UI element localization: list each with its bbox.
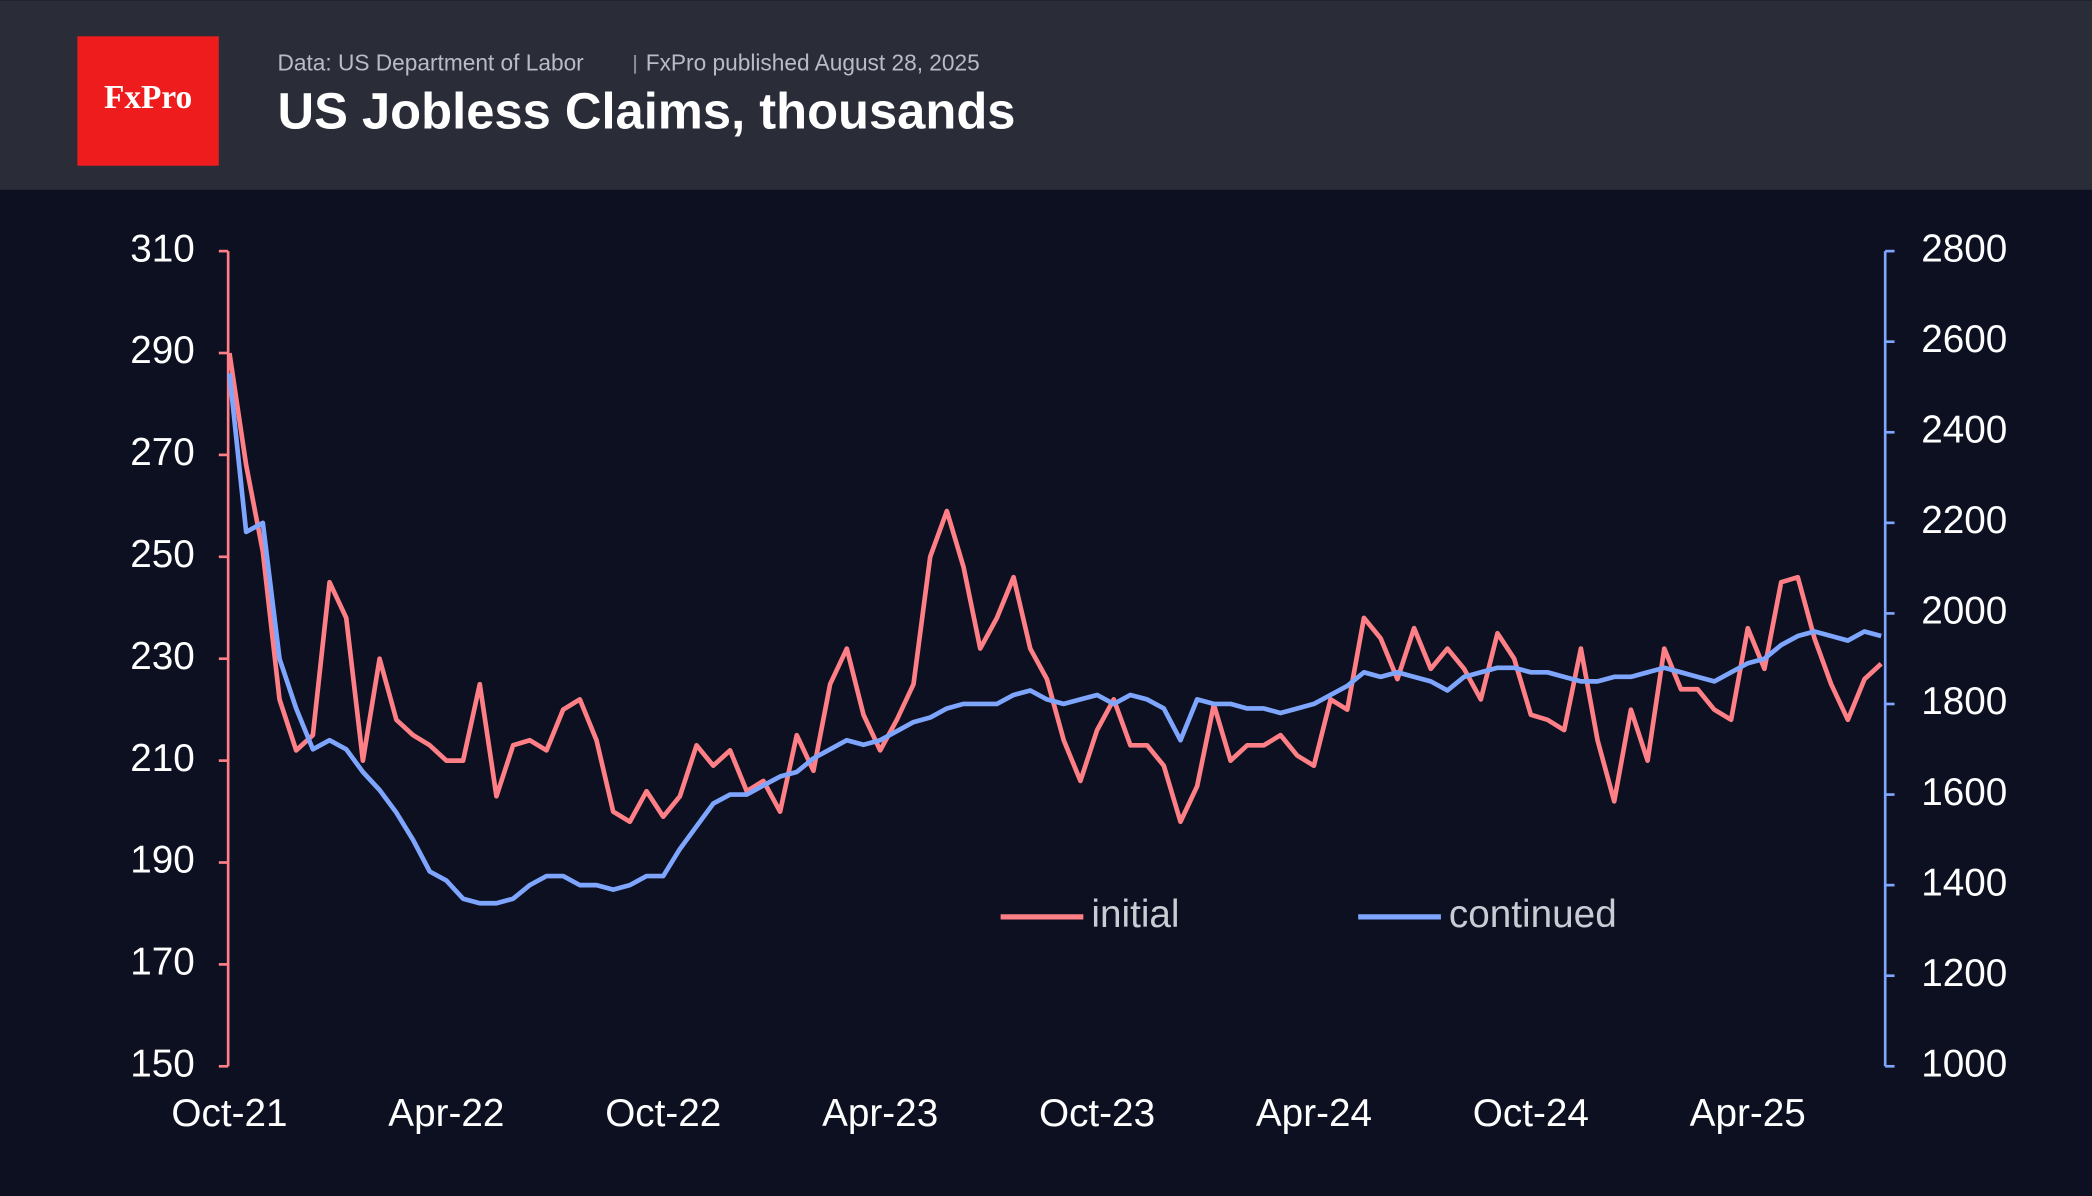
x-tick-label: Oct-22 xyxy=(605,1092,721,1135)
y2-tick-label: 2000 xyxy=(1921,590,2007,633)
y2-tick-label: 2800 xyxy=(1921,227,2007,270)
y2-tick-label: 2400 xyxy=(1921,408,2007,451)
x-tick-label: Apr-23 xyxy=(822,1092,938,1135)
x-tick-label: Apr-22 xyxy=(388,1092,504,1135)
logo-box xyxy=(77,36,219,166)
y2-tick-label: 2200 xyxy=(1921,499,2007,542)
y-tick-label: 150 xyxy=(130,1043,195,1086)
source: Data: US Department of Labor xyxy=(278,49,585,75)
legend-label: initial xyxy=(1091,893,1179,936)
x-tick-label: Oct-24 xyxy=(1473,1092,1589,1135)
y2-tick-label: 1200 xyxy=(1921,952,2007,995)
y-tick-label: 230 xyxy=(130,635,195,678)
x-tick-label: Oct-21 xyxy=(171,1092,287,1135)
y2-tick-label: 1600 xyxy=(1921,771,2007,814)
y-tick-label: 170 xyxy=(130,941,195,984)
chart-title: US Jobless Claims, thousands xyxy=(278,82,1016,139)
y-tick-label: 270 xyxy=(130,431,195,474)
y2-tick-label: 2600 xyxy=(1921,318,2007,361)
y2-tick-label: 1000 xyxy=(1921,1043,2007,1086)
x-tick-label: Apr-24 xyxy=(1256,1092,1372,1135)
y2-tick-label: 1400 xyxy=(1921,861,2007,904)
y-tick-label: 250 xyxy=(130,533,195,576)
line-continued xyxy=(227,373,1882,906)
header-bar xyxy=(0,0,2092,190)
legend-label: continued xyxy=(1449,893,1617,936)
y-tick-label: 290 xyxy=(130,329,195,372)
y-tick-label: 210 xyxy=(130,737,195,780)
y-tick-label: 310 xyxy=(130,227,195,270)
logo: FxPro xyxy=(104,79,192,116)
x-tick-label: Oct-23 xyxy=(1039,1092,1155,1135)
y-tick-label: 190 xyxy=(130,839,195,882)
line-initial xyxy=(227,352,1883,825)
y2-tick-label: 1800 xyxy=(1921,680,2007,723)
x-tick-label: Apr-25 xyxy=(1690,1092,1806,1135)
published: FxPro published August 28, 2025 xyxy=(646,49,980,75)
